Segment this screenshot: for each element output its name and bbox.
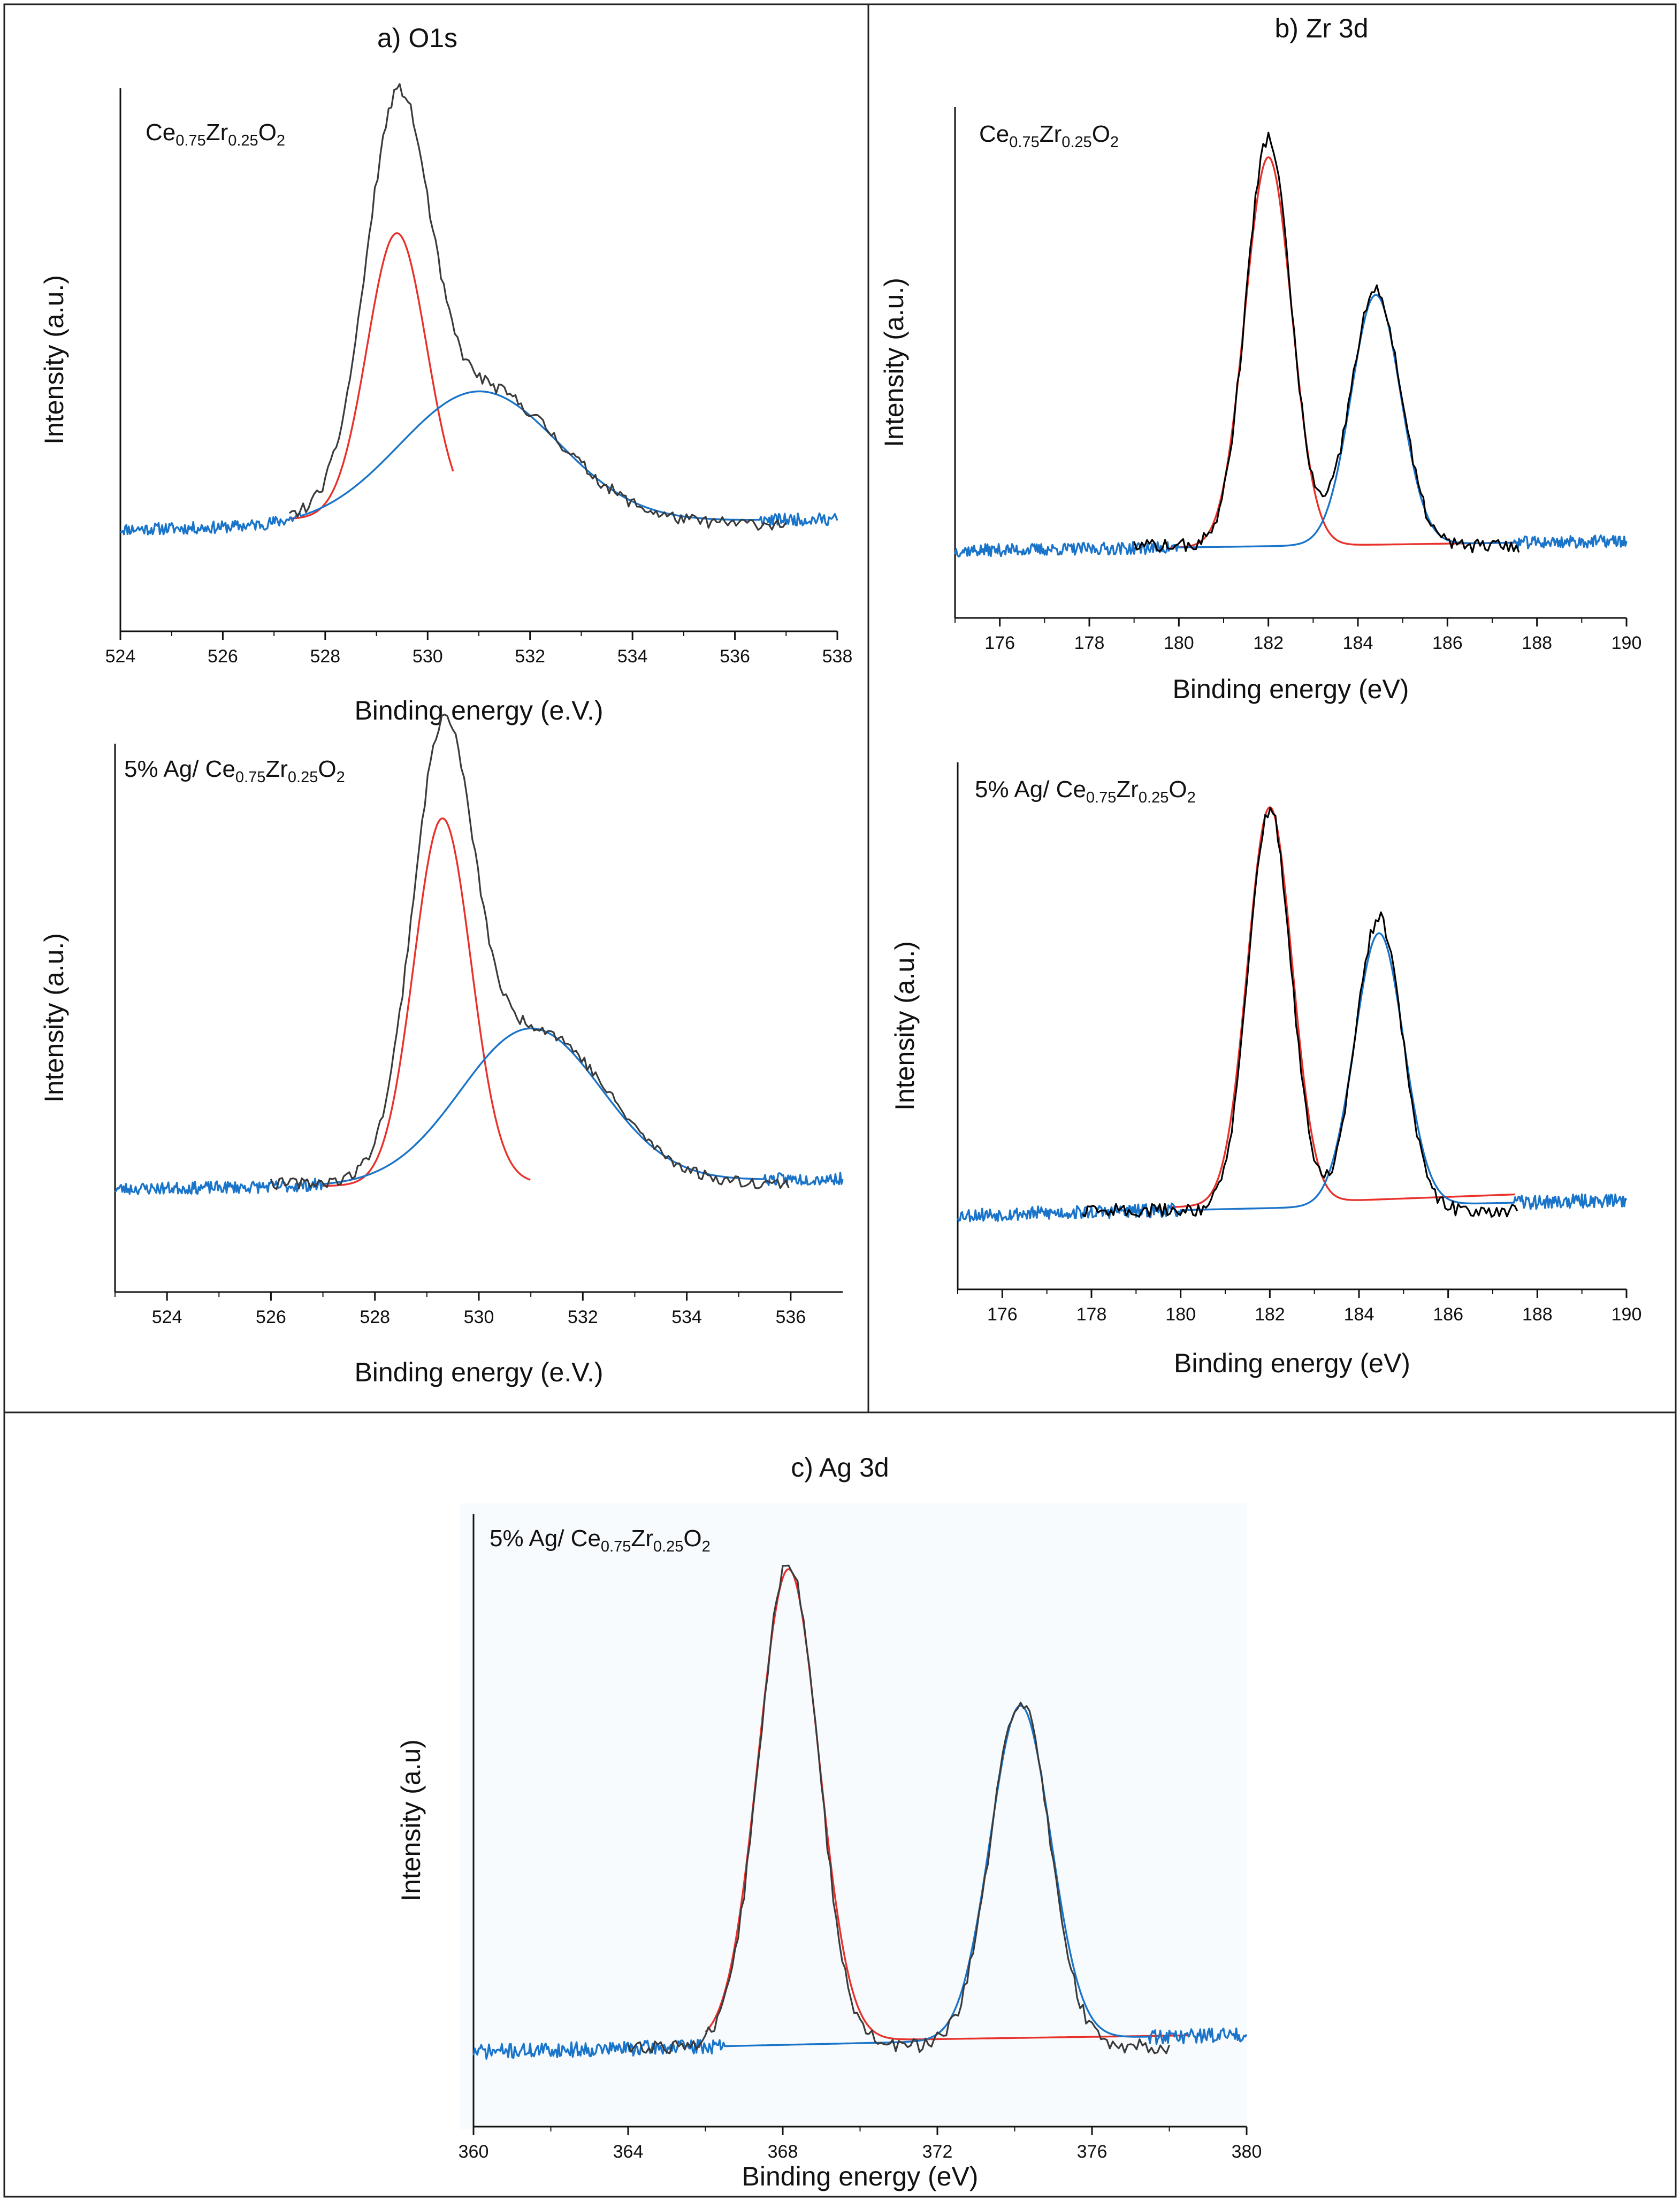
x-axis-label: Binding energy (e.V.)	[354, 1357, 603, 1387]
x-tick-label: 180	[1165, 1304, 1196, 1325]
chart-o1s-undoped: 524 526 528 530 532 534 536 538 Binding energy (…	[39, 83, 853, 725]
panel-a-title: a) O1s	[377, 23, 457, 53]
y-axis-label: Intensity (a.u.)	[39, 933, 69, 1103]
x-tick-label: 534	[617, 646, 648, 667]
series-fit-fit1	[323, 817, 531, 1187]
x-tick-label: 176	[987, 1304, 1018, 1325]
series-fit-fit2	[954, 294, 1628, 557]
sample-label: 5% Ag/ Ce0.75Zr0.25O2	[490, 1525, 711, 1555]
x-tick-label: 180	[1164, 633, 1194, 653]
x-tick-label: 530	[464, 1307, 494, 1327]
series-fit-fit2	[957, 932, 1628, 1222]
x-tick-label: 534	[671, 1307, 702, 1327]
chart-ag3d: 360 364 368 372 376 380 Binding energy (eV) Int…	[396, 1514, 1262, 2191]
x-tick-label: 188	[1522, 633, 1552, 653]
x-tick-label: 528	[360, 1307, 390, 1327]
x-axis-label: Binding energy (eV)	[1173, 674, 1409, 704]
y-axis-label: Intensity (a.u.)	[879, 278, 909, 447]
x-tick-label: 184	[1343, 633, 1373, 653]
chart-o1s-ag: 524 526 528 530 532 534 536 Binding energy (e.V…	[39, 713, 844, 1387]
x-tick-label: 524	[105, 646, 136, 667]
x-tick-label: 364	[613, 2142, 644, 2162]
series-fit-fit1	[289, 232, 454, 519]
chart-zr3d-ag: 176 178 180 182 184 186 188 190 Binding energy (…	[890, 762, 1641, 1378]
panel-frames	[3, 3, 1677, 2198]
x-tick-label: 182	[1253, 633, 1284, 653]
x-tick-label: 380	[1232, 2142, 1262, 2162]
outer-frame	[3, 3, 1677, 2198]
series-fit-fit2	[120, 390, 838, 536]
series-fit-fit1	[1171, 806, 1515, 1208]
x-tick-label: 176	[984, 633, 1015, 653]
chart-zr3d-undoped: 176 178 180 182 184 186 188 190 Binding energy (…	[879, 107, 1641, 704]
series-raw-raw_zr	[1133, 132, 1520, 554]
x-tick-label: 532	[515, 646, 545, 667]
sample-label: Ce0.75Zr0.25O2	[146, 119, 285, 149]
x-tick-label: 526	[256, 1307, 286, 1327]
x-tick-label: 190	[1612, 633, 1642, 653]
series-raw-raw	[270, 713, 790, 1190]
panel-b-title: b) Zr 3d	[1274, 13, 1368, 43]
series-raw-raw_zr	[1082, 807, 1518, 1218]
x-tick-label: 186	[1432, 633, 1463, 653]
x-tick-label: 376	[1077, 2142, 1108, 2162]
x-tick-label: 530	[413, 646, 443, 667]
x-tick-label: 526	[208, 646, 238, 667]
x-tick-label: 360	[459, 2142, 489, 2162]
x-tick-label: 528	[310, 646, 340, 667]
y-axis-label: Intensity (a.u)	[396, 1739, 426, 1901]
x-tick-label: 532	[568, 1307, 598, 1327]
x-tick-label: 182	[1255, 1304, 1285, 1325]
x-axis-label: Binding energy (e.V.)	[354, 696, 603, 725]
x-tick-label: 372	[922, 2142, 953, 2162]
x-tick-label: 178	[1074, 633, 1105, 653]
series-raw-raw	[288, 83, 786, 531]
x-axis-label: Binding energy (eV)	[742, 2161, 979, 2191]
sample-label: 5% Ag/ Ce0.75Zr0.25O2	[975, 776, 1196, 806]
panel-c-title: c) Ag 3d	[791, 1453, 889, 1482]
series-fit-fit2	[114, 1027, 844, 1195]
series-fit-fit2	[472, 1705, 1248, 2060]
x-tick-label: 536	[775, 1307, 806, 1327]
sample-label: Ce0.75Zr0.25O2	[979, 121, 1119, 151]
x-tick-label: 538	[822, 646, 853, 667]
x-tick-label: 536	[720, 646, 750, 667]
x-tick-label: 368	[768, 2142, 798, 2162]
x-tick-label: 184	[1344, 1304, 1374, 1325]
x-tick-label: 188	[1522, 1304, 1553, 1325]
series-fit-fit1	[1170, 156, 1515, 549]
x-tick-label: 524	[152, 1307, 182, 1327]
y-axis-label: Intensity (a.u.)	[39, 275, 69, 445]
panel-c-plot-background	[460, 1503, 1247, 2129]
x-tick-label: 178	[1076, 1304, 1107, 1325]
series-raw-raw	[627, 1564, 1171, 2054]
y-axis-label: Intensity (a.u.)	[890, 941, 920, 1111]
x-axis-label: Binding energy (eV)	[1174, 1348, 1410, 1378]
x-tick-label: 190	[1612, 1304, 1642, 1325]
sample-label: 5% Ag/ Ce0.75Zr0.25O2	[124, 756, 345, 786]
x-tick-label: 186	[1433, 1304, 1463, 1325]
series-fit-fit1	[705, 1568, 1189, 2040]
